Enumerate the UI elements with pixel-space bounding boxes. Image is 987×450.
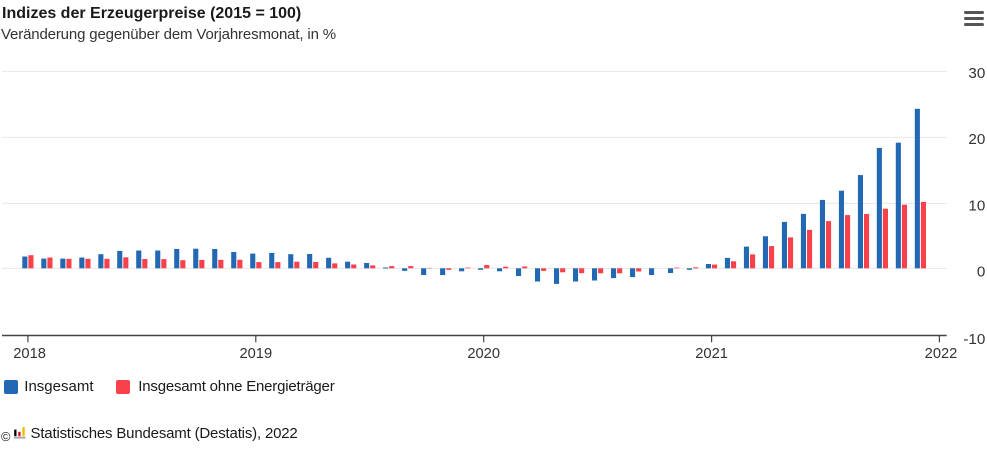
svg-text:0: 0: [977, 264, 985, 281]
svg-text:2021: 2021: [695, 346, 728, 362]
svg-text:20: 20: [968, 131, 985, 148]
svg-text:2019: 2019: [239, 346, 272, 362]
svg-text:10: 10: [968, 197, 985, 214]
svg-text:2020: 2020: [467, 346, 500, 362]
svg-text:2022: 2022: [925, 346, 958, 362]
svg-text:2018: 2018: [13, 346, 46, 362]
svg-text:-10: -10: [963, 331, 985, 348]
svg-text:30: 30: [968, 65, 985, 82]
